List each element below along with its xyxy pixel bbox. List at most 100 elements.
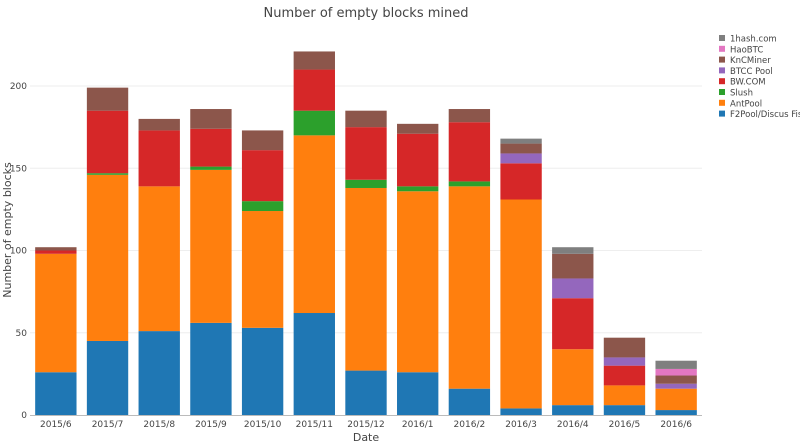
bar-segment-kncminer[interactable] [603, 337, 646, 358]
bar-segment-1hash-com[interactable] [500, 138, 542, 144]
legend-swatch [719, 35, 725, 41]
bar-segment-antpool[interactable] [397, 191, 439, 373]
bar-segment-bw-com[interactable] [86, 110, 129, 174]
bar-segment-antpool[interactable] [500, 199, 542, 409]
bar-segment-antpool[interactable] [345, 187, 387, 371]
bar-segment-btcc-pool[interactable] [552, 278, 594, 299]
bar-segment-antpool[interactable] [448, 186, 491, 389]
bar-segment-slush[interactable] [86, 173, 129, 175]
y-tick-labels: 0 50 100 150 200 [10, 82, 27, 421]
bar-segment-f2pool-discus-fish[interactable] [345, 370, 387, 415]
legend-item[interactable]: F2Pool/Discus Fish [719, 110, 800, 120]
bar-segment-antpool[interactable] [552, 349, 594, 406]
x-tick-labels: 2015/6 2015/7 2015/8 2015/9 2015/10 2015/11 20… [40, 420, 692, 430]
bar-segment-antpool[interactable] [35, 253, 77, 373]
x-tick-label: 2016/4 [557, 420, 589, 430]
bar-segment-f2pool-discus-fish[interactable] [552, 405, 594, 415]
legend-item[interactable]: KnCMiner [719, 56, 771, 66]
chart-title: Number of empty blocks mined [263, 6, 468, 21]
bar-segment-f2pool-discus-fish[interactable] [190, 322, 232, 415]
bar-segment-f2pool-discus-fish[interactable] [397, 372, 439, 415]
bar-segment-1hash-com[interactable] [655, 360, 697, 369]
bar-segment-slush[interactable] [241, 201, 284, 212]
bar-segment-slush[interactable] [397, 186, 439, 192]
bar-segment-bw-com[interactable] [397, 133, 439, 187]
bar-segment-f2pool-discus-fish[interactable] [603, 405, 646, 415]
bar-segment-slush[interactable] [190, 166, 232, 170]
bar-segment-slush[interactable] [293, 110, 335, 136]
bar-segment-bw-com[interactable] [552, 298, 594, 350]
bar-segment-kncminer[interactable] [86, 87, 129, 111]
bar-segment-f2pool-discus-fish[interactable] [293, 313, 335, 415]
bar-segment-kncminer[interactable] [293, 51, 335, 70]
y-axis-title: Number of empty blocks [1, 162, 14, 298]
y-tick-label: 200 [10, 82, 27, 92]
x-tick-label: 2016/1 [402, 420, 434, 430]
bar-segment-btcc-pool[interactable] [603, 357, 646, 366]
bar-segment-kncminer[interactable] [35, 247, 77, 251]
bar-segment-kncminer[interactable] [448, 109, 491, 123]
bar-segment-antpool[interactable] [293, 135, 335, 314]
bar-segment-1hash-com[interactable] [552, 247, 594, 254]
legend-swatch [719, 56, 725, 63]
bar-segment-bw-com[interactable] [500, 163, 542, 200]
bar-segment-antpool[interactable] [138, 186, 180, 332]
bar-segment-haobtc[interactable] [655, 368, 697, 376]
bar-segment-kncminer[interactable] [190, 109, 232, 129]
legend-item[interactable]: HaoBTC [719, 45, 763, 55]
bar-segment-antpool[interactable] [190, 169, 232, 323]
x-tick-label: 2015/11 [296, 420, 333, 430]
legend-item[interactable]: AntPool [719, 99, 762, 109]
bar-segment-f2pool-discus-fish[interactable] [500, 408, 542, 415]
bar-segment-antpool[interactable] [86, 174, 129, 341]
bar-segment-bw-com[interactable] [190, 128, 232, 167]
x-tick-label: 2016/5 [609, 420, 641, 430]
legend-item[interactable]: BW.COM [719, 78, 766, 88]
bar-segment-kncminer[interactable] [552, 253, 594, 279]
legend-item[interactable]: Slush [719, 89, 753, 99]
legend-swatch [719, 99, 725, 106]
legend-swatch [719, 89, 725, 95]
bar-segment-btcc-pool[interactable] [655, 383, 697, 389]
bar-segment-bw-com[interactable] [35, 250, 77, 254]
bar-segment-slush[interactable] [448, 181, 491, 187]
legend-item[interactable]: 1hash.com [719, 35, 777, 45]
bar-segment-f2pool-discus-fish[interactable] [35, 372, 77, 415]
bar-segment-bw-com[interactable] [138, 130, 180, 187]
legend-label: F2Pool/Discus Fish [730, 110, 800, 120]
legend-item[interactable]: BTCC Pool [719, 67, 773, 77]
bar-segment-bw-com[interactable] [603, 365, 646, 386]
x-tick-label: 2015/12 [347, 420, 384, 430]
bar-segment-antpool[interactable] [241, 211, 284, 328]
bar-segment-antpool[interactable] [655, 388, 697, 411]
legend-label: BTCC Pool [730, 67, 773, 77]
bar-segment-btcc-pool[interactable] [500, 153, 542, 164]
bar-segment-f2pool-discus-fish[interactable] [138, 331, 180, 415]
bar-segment-kncminer[interactable] [655, 375, 697, 384]
bar-segment-bw-com[interactable] [448, 122, 491, 182]
y-tick-label: 0 [21, 411, 27, 421]
bar-segment-kncminer[interactable] [138, 118, 180, 131]
bar-segment-slush[interactable] [345, 179, 387, 188]
bar-segment-kncminer[interactable] [345, 110, 387, 128]
bar-segment-f2pool-discus-fish[interactable] [448, 388, 491, 415]
legend-label: KnCMiner [730, 56, 771, 66]
legend-swatch [719, 78, 725, 85]
bar-segment-f2pool-discus-fish[interactable] [655, 410, 697, 415]
legend-label: BW.COM [730, 78, 766, 88]
bar-segment-bw-com[interactable] [345, 127, 387, 180]
bar-segment-kncminer[interactable] [241, 130, 284, 151]
legend-label: HaoBTC [730, 45, 763, 55]
bar-segment-f2pool-discus-fish[interactable] [241, 327, 284, 415]
legend-swatch [719, 45, 725, 52]
bar-segment-kncminer[interactable] [397, 123, 439, 134]
bar-segment-f2pool-discus-fish[interactable] [86, 340, 129, 415]
bar-segment-kncminer[interactable] [500, 143, 542, 154]
bar-segment-antpool[interactable] [603, 385, 646, 406]
bar-segment-bw-com[interactable] [241, 150, 284, 202]
x-tick-label: 2015/10 [244, 420, 282, 430]
y-tick-label: 150 [10, 164, 27, 174]
bar-segment-bw-com[interactable] [293, 69, 335, 111]
legend-swatch [719, 67, 725, 74]
